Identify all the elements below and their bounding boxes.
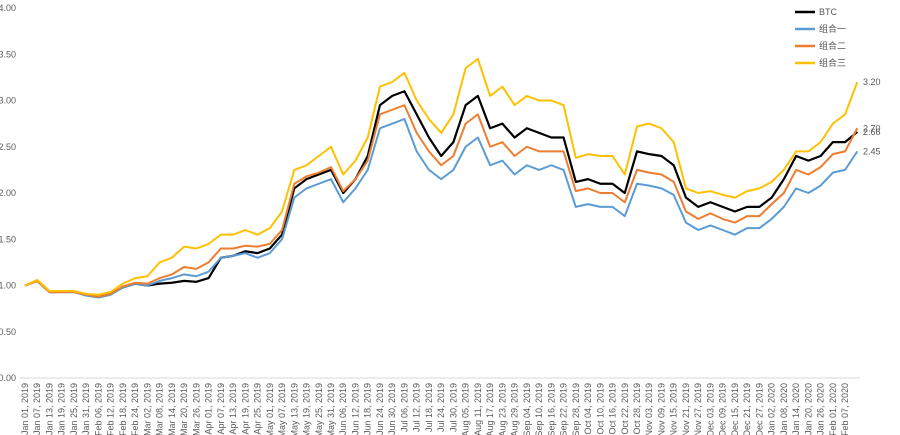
legend-label: 组合一	[819, 23, 846, 34]
x-tick-label: Dec 21, 2019	[742, 383, 752, 435]
x-tick-label: Oct 16, 2019	[608, 383, 618, 435]
x-tick-label: Sep 10, 2019	[534, 383, 544, 435]
x-tick-label: Jan 19, 2019	[57, 383, 67, 435]
x-tick-label: Aug 23, 2019	[497, 383, 507, 435]
x-tick-label: Jan 01, 2019	[20, 383, 30, 435]
x-tick-label: Apr 25, 2019	[253, 383, 263, 435]
x-tick-label: Jul 18, 2019	[424, 383, 434, 432]
x-tick-label: Mar 02, 2019	[142, 383, 152, 435]
x-tick-label: Oct 04, 2019	[583, 383, 593, 435]
x-tick-label: Nov 21, 2019	[681, 383, 691, 435]
x-tick-label: Feb 06, 2019	[93, 383, 103, 435]
x-tick-label: Jun 30, 2019	[387, 383, 397, 435]
y-tick-label: 1.00	[0, 281, 16, 291]
y-tick-label: 0.50	[0, 327, 16, 337]
series-line	[24, 118, 859, 299]
x-tick-label: Jan 02, 2020	[767, 383, 777, 435]
end-label: 2.45	[863, 146, 881, 156]
y-tick-label: 2.00	[0, 188, 16, 198]
x-tick-label: Nov 27, 2019	[693, 383, 703, 435]
y-tick-label: 2.50	[0, 142, 16, 152]
x-tick-label: Jan 14, 2020	[791, 383, 801, 435]
x-tick-label: Jun 18, 2019	[363, 383, 373, 435]
end-label: 3.20	[863, 77, 881, 87]
y-tick-label: 0.00	[0, 373, 16, 383]
end-label: 2.70	[863, 123, 881, 133]
x-tick-label: Jul 06, 2019	[399, 383, 409, 432]
y-tick-label: 4.00	[0, 3, 16, 13]
x-tick-label: Apr 19, 2019	[240, 383, 250, 435]
x-tick-label: Sep 04, 2019	[522, 383, 532, 435]
x-tick-label: Jun 06, 2019	[338, 383, 348, 435]
x-tick-label: Dec 09, 2019	[718, 383, 728, 435]
x-tick-label: Jan 20, 2020	[803, 383, 813, 435]
x-tick-label: May 25, 2019	[314, 383, 324, 435]
x-tick-label: Feb 01, 2020	[828, 383, 838, 435]
y-tick-label: 3.00	[0, 96, 16, 106]
x-tick-label: Jul 12, 2019	[412, 383, 422, 432]
x-tick-label: Jan 07, 2019	[32, 383, 42, 435]
x-tick-label: Apr 01, 2019	[204, 383, 214, 435]
x-tick-label: Mar 20, 2019	[179, 383, 189, 435]
series-line	[24, 57, 859, 296]
x-tick-label: Sep 16, 2019	[546, 383, 556, 435]
x-tick-label: Nov 09, 2019	[656, 383, 666, 435]
x-tick-label: Jan 31, 2019	[81, 383, 91, 435]
x-tick-label: Mar 26, 2019	[191, 383, 201, 435]
x-tick-label: Sep 22, 2019	[559, 383, 569, 435]
x-tick-label: Jan 08, 2020	[779, 383, 789, 435]
x-tick-label: Dec 03, 2019	[705, 383, 715, 435]
x-tick-label: Sep 28, 2019	[571, 383, 581, 435]
x-tick-label: Apr 13, 2019	[228, 383, 238, 435]
x-tick-label: Aug 05, 2019	[461, 383, 471, 435]
x-tick-label: Jul 30, 2019	[448, 383, 458, 432]
x-tick-label: Mar 08, 2019	[155, 383, 165, 435]
x-tick-label: May 07, 2019	[277, 383, 287, 435]
legend-label: 组合三	[819, 57, 846, 68]
x-tick-label: Jun 12, 2019	[350, 383, 360, 435]
x-tick-label: Feb 24, 2019	[130, 383, 140, 435]
x-tick-label: Feb 18, 2019	[118, 383, 128, 435]
x-tick-label: Dec 27, 2019	[754, 383, 764, 435]
x-tick-label: Jan 25, 2019	[69, 383, 79, 435]
y-tick-label: 3.50	[0, 49, 16, 59]
x-tick-label: Nov 03, 2019	[644, 383, 654, 435]
end-label: 2.66	[863, 127, 881, 137]
x-tick-label: Jun 24, 2019	[375, 383, 385, 435]
y-tick-label: 1.50	[0, 234, 16, 244]
x-tick-label: Oct 22, 2019	[620, 383, 630, 435]
x-tick-label: Feb 12, 2019	[106, 383, 116, 435]
x-tick-label: Oct 28, 2019	[632, 383, 642, 435]
x-tick-label: Aug 17, 2019	[485, 383, 495, 435]
legend-label: BTC	[819, 7, 838, 17]
x-tick-label: Nov 15, 2019	[669, 383, 679, 435]
x-tick-label: Jan 13, 2019	[44, 383, 54, 435]
x-tick-label: Jan 26, 2020	[816, 383, 826, 435]
x-tick-label: May 13, 2019	[289, 383, 299, 435]
series-line	[24, 90, 859, 298]
x-tick-label: May 19, 2019	[302, 383, 312, 435]
legend-label: 组合二	[819, 40, 846, 51]
x-tick-label: Mar 14, 2019	[167, 383, 177, 435]
x-tick-label: Oct 10, 2019	[595, 383, 605, 435]
x-tick-label: Dec 15, 2019	[730, 383, 740, 435]
series-line	[24, 104, 859, 298]
x-tick-label: Aug 11, 2019	[473, 383, 483, 435]
x-tick-label: Jul 24, 2019	[436, 383, 446, 432]
x-tick-label: Apr 07, 2019	[216, 383, 226, 435]
x-tick-label: Feb 07, 2020	[840, 383, 850, 435]
x-tick-label: Aug 29, 2019	[510, 383, 520, 435]
x-tick-label: May 31, 2019	[326, 383, 336, 435]
x-tick-label: May 01, 2019	[265, 383, 275, 435]
